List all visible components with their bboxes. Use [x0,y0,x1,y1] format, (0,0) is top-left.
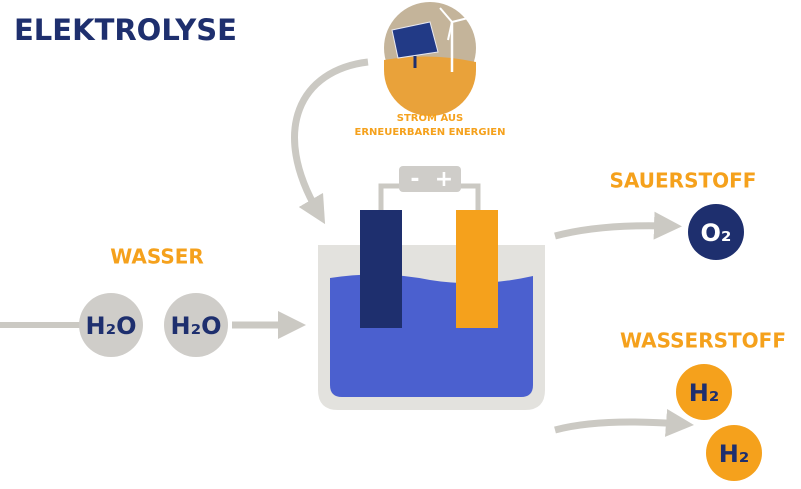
input-label: WASSER [110,245,204,269]
molecule-label: H₂ [689,379,720,407]
molecule-label: H₂ [719,440,750,468]
plus: + [435,167,453,192]
power-label: ERNEUERBAREN ENERGIEN [355,127,506,138]
molecule-label: H₂O [171,312,222,340]
anode [456,210,498,328]
output-label: WASSERSTOFF [620,329,786,353]
molecule-label: H₂O [86,312,137,340]
arrow [555,422,680,430]
arrow [555,226,668,236]
title: ELEKTROLYSE [14,13,237,47]
diagram: ELEKTROLYSE STROM AUS ERNEUERBAREN ENERG… [0,0,801,485]
molecule-label: O₂ [701,219,732,247]
output-label: SAUERSTOFF [610,169,757,193]
minus: - [410,167,419,192]
power-label: STROM AUS [397,113,463,124]
power-icon [384,2,476,116]
cathode [360,210,402,328]
